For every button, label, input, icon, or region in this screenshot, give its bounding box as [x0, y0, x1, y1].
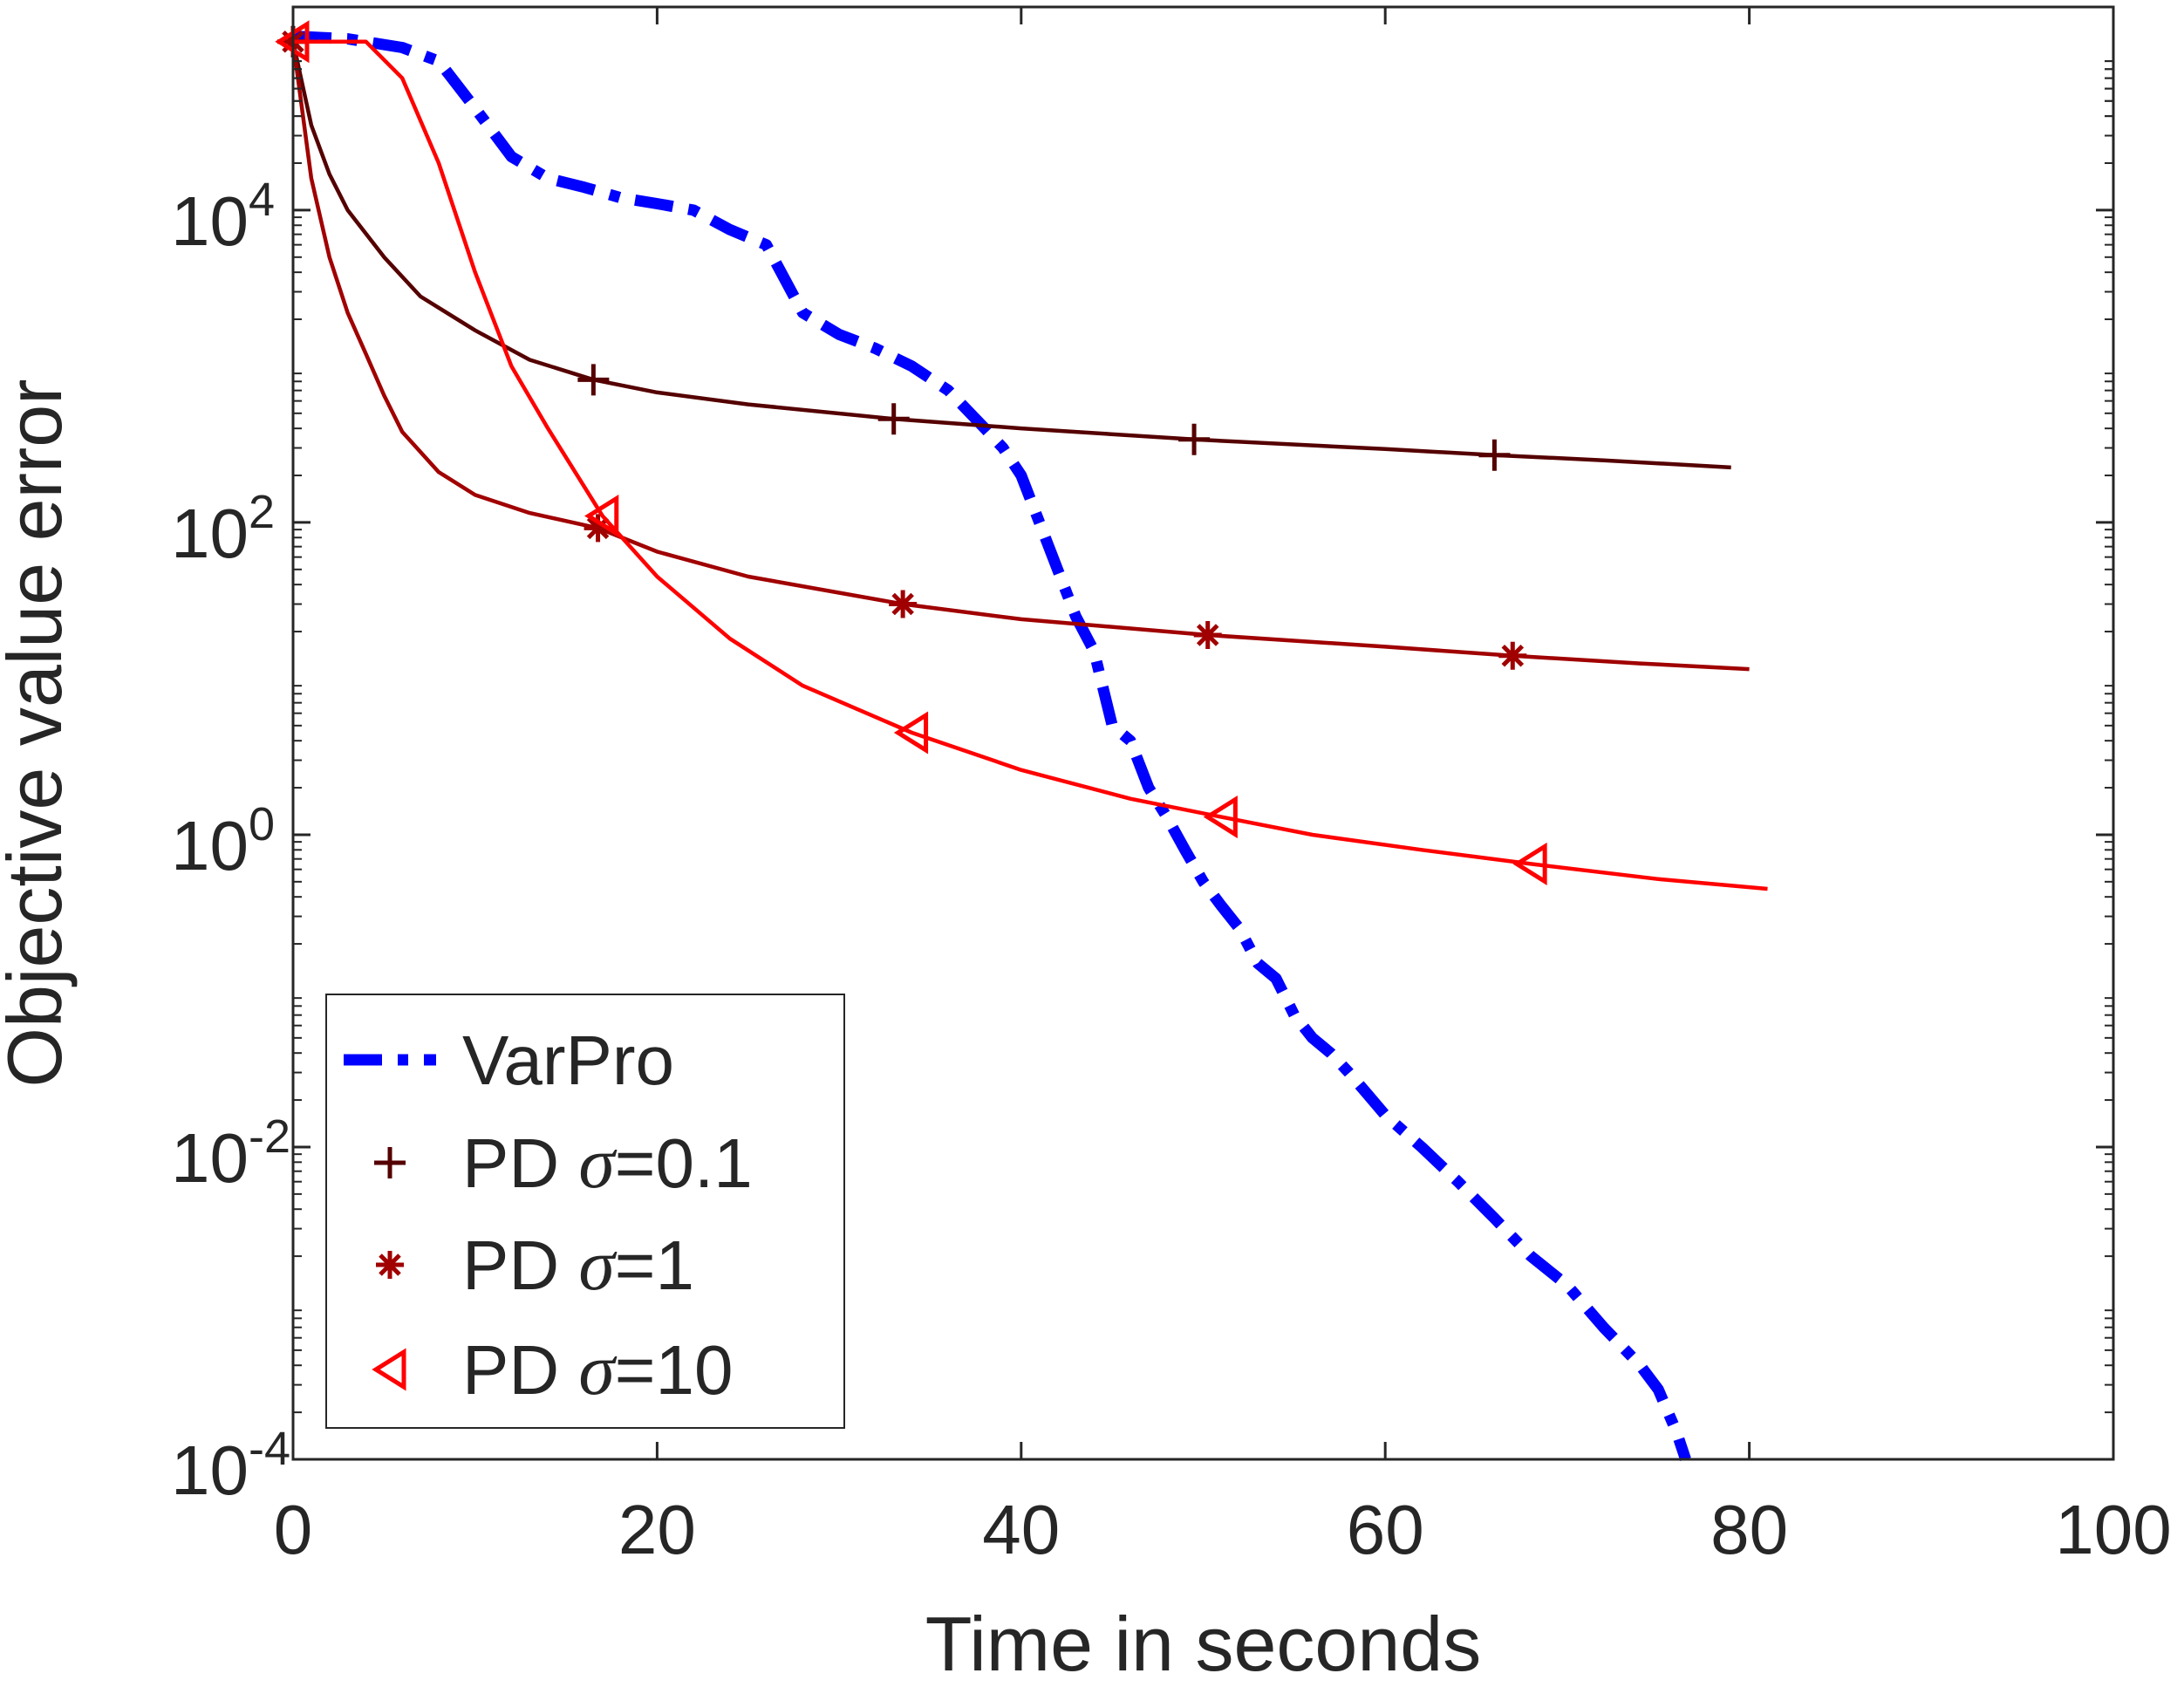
- y-tick-label: 102: [171, 486, 275, 572]
- plus-marker: [1478, 439, 1511, 471]
- series-line: [290, 41, 1731, 470]
- y-tick-label: 10-4: [171, 1423, 290, 1509]
- legend: VarPro PD σ=0.1 PD σ=1 PD σ=10: [325, 994, 845, 1429]
- series-2: [279, 27, 1750, 672]
- x-tick-label: 100: [2055, 1491, 2171, 1568]
- x-tick-label: 40: [982, 1491, 1060, 1568]
- asterisk-marker: [584, 514, 612, 543]
- legend-label: PD σ=0.1: [462, 1123, 753, 1204]
- legend-box: [325, 994, 845, 1429]
- legend-item-1: PD σ=0.1: [374, 1123, 753, 1204]
- triangle-marker: [1512, 842, 1547, 885]
- axes-box: [291, 5, 2115, 1461]
- asterisk-marker: [889, 590, 918, 618]
- y-tick-label: 10-2: [171, 1110, 290, 1197]
- y-tick-label: 104: [171, 174, 275, 260]
- series-3: [275, 20, 1768, 891]
- triangle-marker: [893, 711, 929, 755]
- asterisk-marker: [1498, 641, 1527, 670]
- x-axis-title: Time in seconds: [925, 1601, 1481, 1687]
- triangle-marker: [1203, 796, 1238, 839]
- legend-label: PD σ=10: [462, 1329, 734, 1410]
- ticks: 0 20 40 60 80 100 10-4 10-2 100 102 104: [171, 7, 2172, 1568]
- legend-label: PD σ=1: [462, 1225, 694, 1306]
- series-1: [277, 25, 1731, 471]
- y-tick-label: 100: [171, 798, 275, 884]
- triangle-marker: [372, 1348, 406, 1391]
- asterisk-marker: [376, 1251, 404, 1279]
- x-tick-label: 20: [618, 1491, 696, 1568]
- legend-label: VarPro: [462, 1021, 674, 1099]
- x-tick-label: 80: [1710, 1491, 1788, 1568]
- y-axis-title: Objective value error: [0, 379, 78, 1088]
- legend-item-3: PD σ=10: [372, 1329, 734, 1410]
- series-line: [293, 39, 1768, 891]
- asterisk-marker: [1193, 621, 1222, 650]
- axes: [291, 5, 2115, 1461]
- triangle-marker: [584, 495, 619, 538]
- plus-marker: [374, 1147, 406, 1178]
- plus-marker: [577, 364, 610, 396]
- x-tick-label: 60: [1347, 1491, 1424, 1568]
- x-tick-label: 0: [274, 1491, 313, 1568]
- plus-marker: [1178, 423, 1211, 455]
- legend-item-2: PD σ=1: [376, 1225, 694, 1306]
- plus-marker: [877, 403, 910, 435]
- axis-titles: Time in seconds Objective value error: [0, 379, 1481, 1687]
- series-line: [290, 41, 1750, 672]
- legend-item-0: VarPro: [344, 1021, 674, 1099]
